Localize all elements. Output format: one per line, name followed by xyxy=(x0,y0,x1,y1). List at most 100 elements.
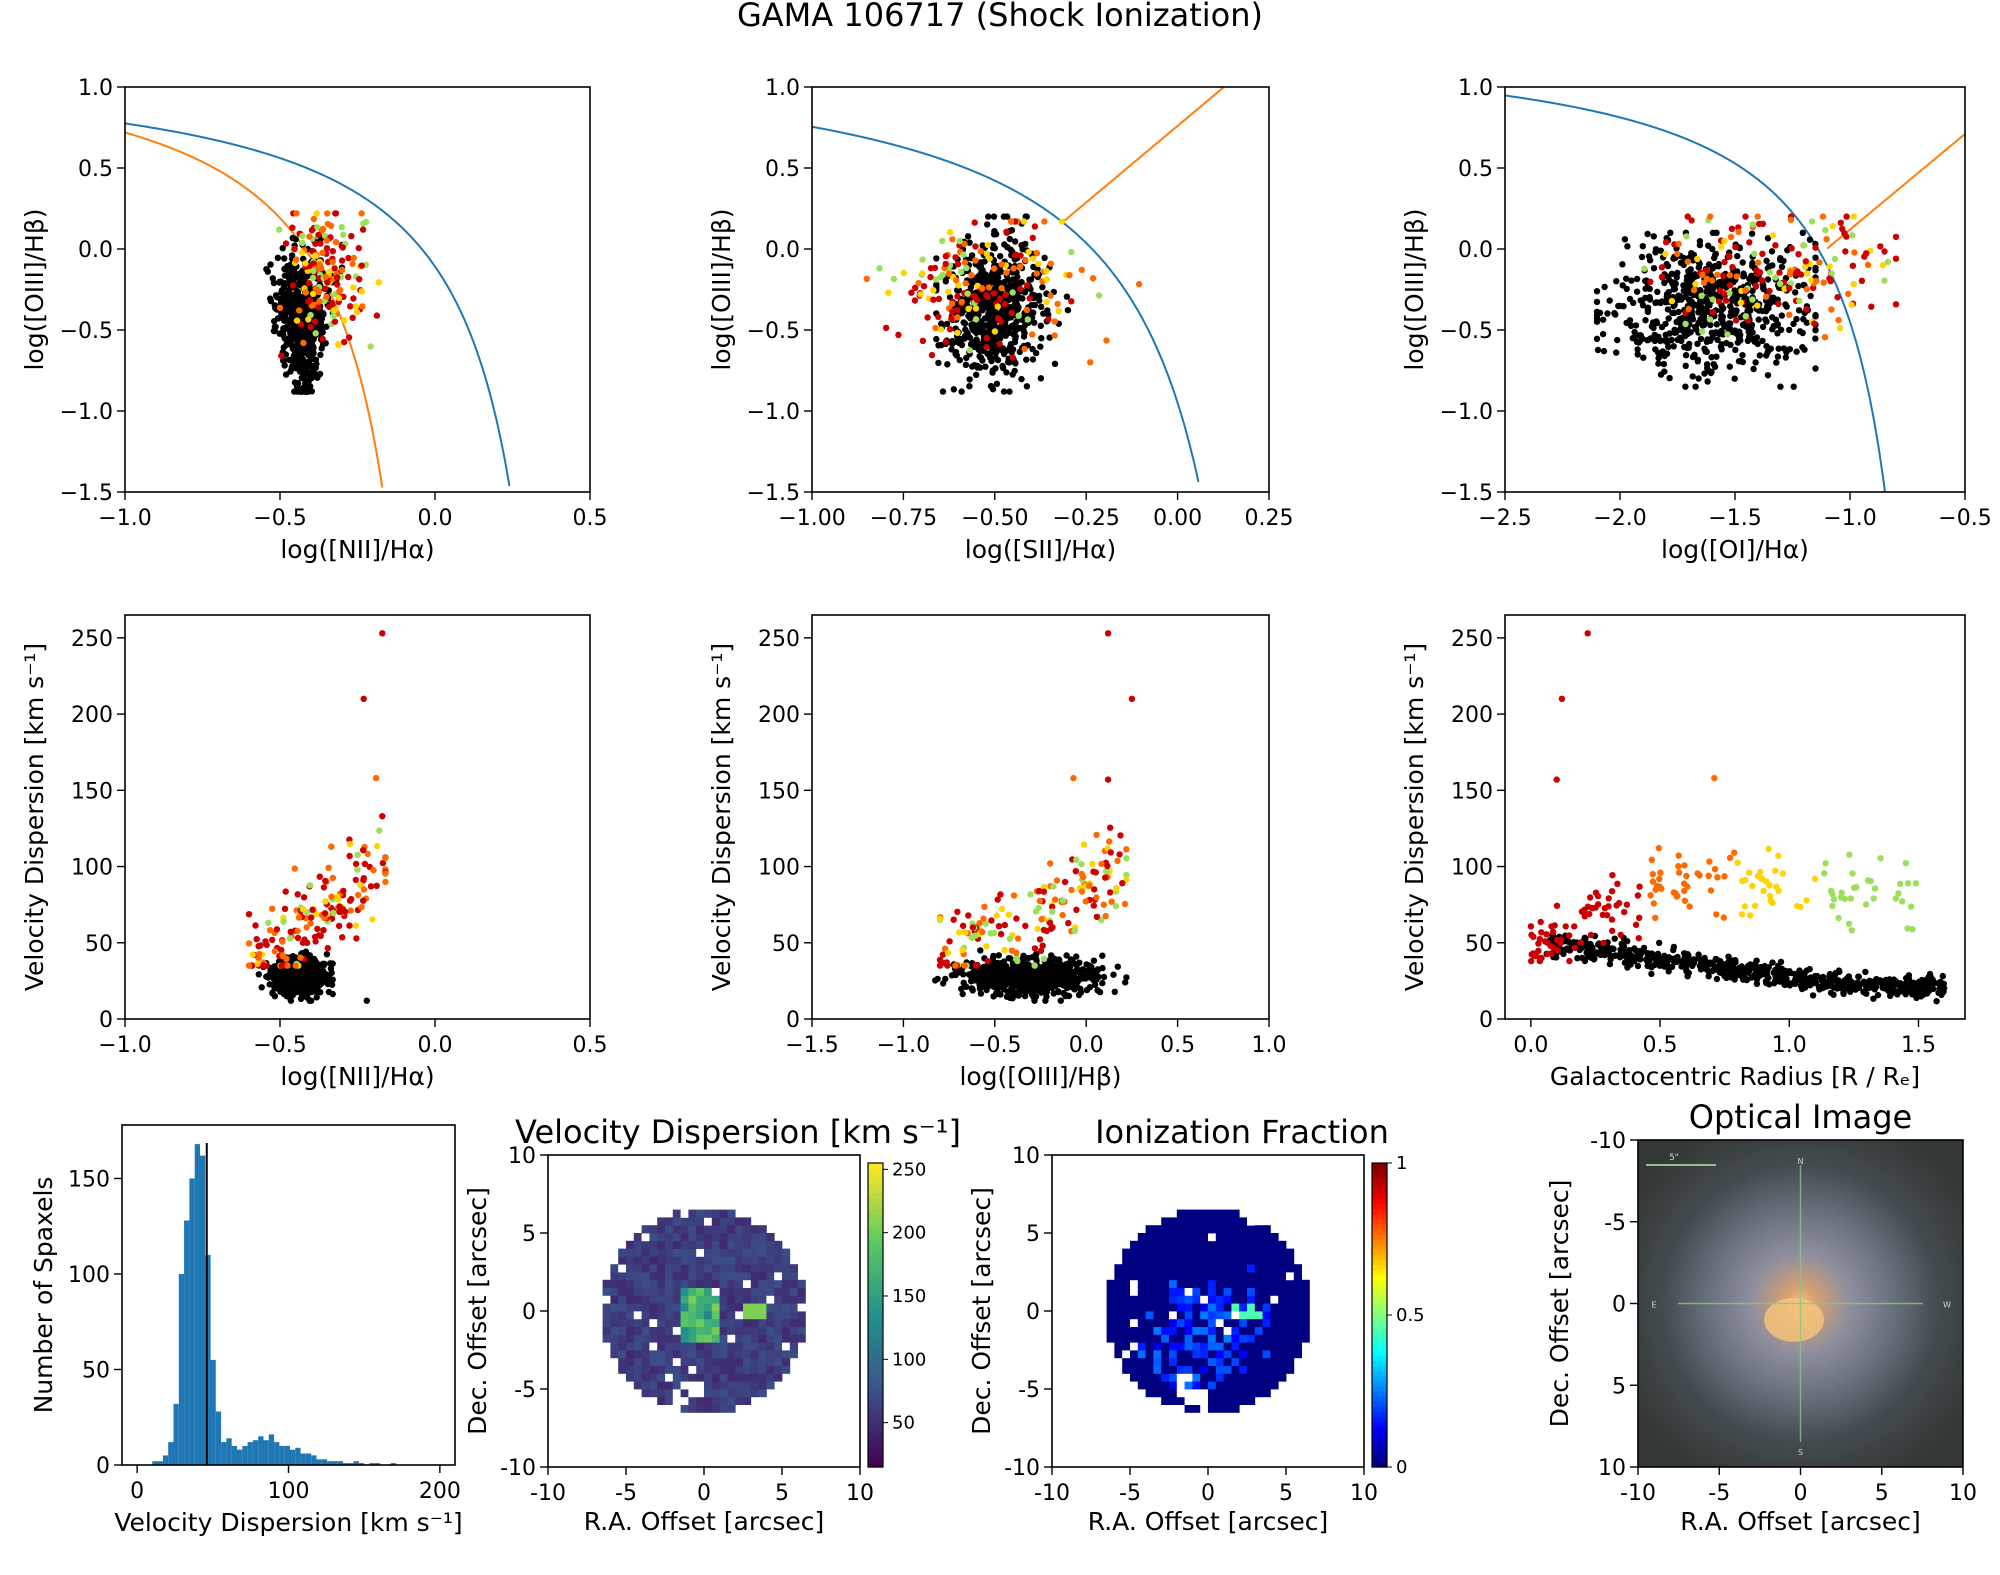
shock-point xyxy=(962,280,969,287)
nonshock-point xyxy=(985,213,992,220)
shock-point xyxy=(317,240,324,247)
shock-point xyxy=(279,938,286,945)
nonshock-point xyxy=(944,361,951,368)
nonshock-point xyxy=(1038,335,1045,342)
nonshock-point xyxy=(1657,299,1664,307)
shock-point xyxy=(1892,301,1900,308)
nonshock-point xyxy=(1718,346,1725,353)
shock-point xyxy=(312,252,319,259)
nonshock-point xyxy=(1665,315,1672,322)
shock-point xyxy=(325,864,332,871)
shock-point xyxy=(306,233,313,240)
shock-point xyxy=(984,241,991,249)
shock-point xyxy=(1868,303,1875,310)
y-tick-label: 200 xyxy=(71,703,113,728)
nonshock-point xyxy=(1660,360,1668,368)
shock-point xyxy=(341,338,348,346)
nonshock-point xyxy=(968,252,976,259)
shock-point xyxy=(1649,871,1657,878)
nonshock-point xyxy=(1114,963,1122,970)
nonshock-point xyxy=(1675,292,1682,299)
histogram-bar xyxy=(284,1445,290,1465)
x-tick-label: 0.5 xyxy=(573,1033,608,1058)
shock-point xyxy=(1765,845,1772,853)
nonshock-point xyxy=(996,324,1003,331)
shock-point xyxy=(1634,892,1642,899)
shock-point xyxy=(276,226,283,233)
nonshock-point xyxy=(1670,343,1677,350)
nonshock-point xyxy=(994,981,1001,988)
nonshock-point xyxy=(1793,348,1800,355)
nonshock-point xyxy=(1073,953,1080,960)
nonshock-point xyxy=(1790,320,1797,327)
shock-point xyxy=(302,260,309,267)
nonshock-point xyxy=(1582,935,1589,942)
nonshock-point xyxy=(1807,974,1814,981)
shock-point xyxy=(1551,922,1558,929)
nonshock-point xyxy=(978,329,985,336)
shock-point xyxy=(995,923,1003,930)
nonshock-point xyxy=(1774,353,1782,360)
nonshock-point xyxy=(1697,960,1705,967)
nonshock-point xyxy=(258,984,265,991)
shock-point xyxy=(932,324,939,332)
shock-point xyxy=(908,289,915,296)
shock-point xyxy=(287,928,294,935)
shock-point xyxy=(1007,218,1015,225)
nonshock-point xyxy=(1777,326,1785,333)
shock-point xyxy=(1822,226,1829,234)
shock-point xyxy=(1656,883,1663,890)
histogram-bar xyxy=(152,1461,158,1465)
shock-point xyxy=(1895,890,1902,897)
nonshock-point xyxy=(970,977,977,984)
shock-point xyxy=(309,906,316,913)
nonshock-point xyxy=(1733,268,1741,275)
nonshock-point xyxy=(1786,982,1794,989)
nonshock-point xyxy=(999,345,1007,352)
nonshock-point xyxy=(969,363,976,370)
nonshock-point xyxy=(288,275,295,282)
y-tick-label: 150 xyxy=(1451,779,1493,804)
y-tick-label: −0.5 xyxy=(1440,319,1493,344)
nonshock-point xyxy=(301,970,308,977)
nonshock-point xyxy=(320,311,327,318)
shock-point xyxy=(939,271,946,279)
shock-point xyxy=(271,948,278,955)
nonshock-point xyxy=(1697,966,1705,973)
nonshock-point xyxy=(1668,336,1675,344)
nonshock-point xyxy=(1786,326,1793,334)
nonshock-point xyxy=(999,970,1006,977)
y-tick-label: 200 xyxy=(1451,703,1493,728)
x-tick-label: −1.5 xyxy=(785,1033,838,1058)
shock-point xyxy=(294,934,302,942)
shock-point xyxy=(289,282,297,289)
shock-point xyxy=(1749,221,1757,228)
plot-area xyxy=(245,630,389,1004)
shock-point xyxy=(1078,266,1086,274)
shock-point xyxy=(357,881,364,889)
nonshock-point xyxy=(1031,973,1039,980)
x-tick-label: −2.0 xyxy=(1593,506,1646,531)
shock-point xyxy=(1685,305,1693,313)
shock-point xyxy=(1775,300,1782,308)
y-tick-label: −1.0 xyxy=(1440,400,1493,425)
shock-point xyxy=(984,958,991,965)
shock-point xyxy=(949,308,956,315)
shock-point xyxy=(320,927,327,934)
nonshock-point xyxy=(1758,971,1766,978)
shock-point xyxy=(1527,923,1535,930)
nonshock-point xyxy=(1786,968,1793,975)
nonshock-point xyxy=(1695,375,1702,382)
shock-point xyxy=(935,313,942,320)
shock-point xyxy=(1881,248,1888,255)
nonshock-point xyxy=(1702,296,1709,303)
nonshock-point xyxy=(1707,337,1714,344)
shock-point xyxy=(319,249,326,256)
nonshock-point xyxy=(304,380,311,387)
shock-point xyxy=(315,304,322,311)
histogram-bar xyxy=(231,1445,237,1465)
nonshock-point xyxy=(1650,324,1657,332)
shock-point xyxy=(260,962,267,969)
demarcation-line xyxy=(1826,133,1965,250)
nonshock-point xyxy=(281,272,289,279)
